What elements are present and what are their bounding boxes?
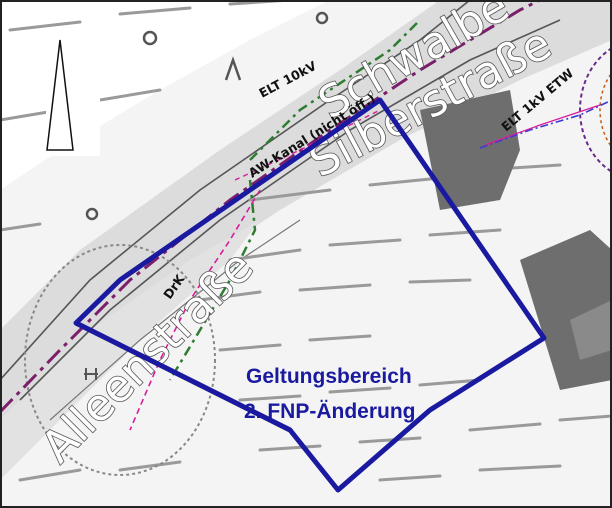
utility-line-elt-1kv [479, 99, 612, 149]
protected-area-east-inner [599, 71, 612, 149]
planning-area-boundary [73, 97, 547, 493]
building-tile [570, 300, 612, 360]
protected-area-east [579, 46, 612, 174]
map-symbol-h [84, 368, 98, 380]
utility-line-green [249, 19, 421, 161]
building-north [420, 90, 520, 210]
road-edge-2 [19, 19, 561, 401]
utility-line-elt-1kv-pink [484, 104, 601, 146]
map-symbol-circle [315, 11, 329, 25]
utility-line-purple [0, 0, 541, 414]
area-label-line1: Geltungsbereich [246, 365, 412, 388]
area-label-line2: 2. FNP-Änderung [244, 400, 416, 423]
planning-area-boundary-south [74, 320, 292, 433]
map-symbol-caret [224, 56, 242, 81]
protected-area-circle [24, 244, 216, 476]
north-arrow-icon [46, 34, 100, 156]
terrain-dashes [0, 0, 612, 482]
utility-line-pink [129, 189, 261, 431]
map-symbol-circle [85, 207, 99, 221]
road-edge-1 [0, 0, 471, 381]
map-symbol-circle [142, 30, 158, 46]
